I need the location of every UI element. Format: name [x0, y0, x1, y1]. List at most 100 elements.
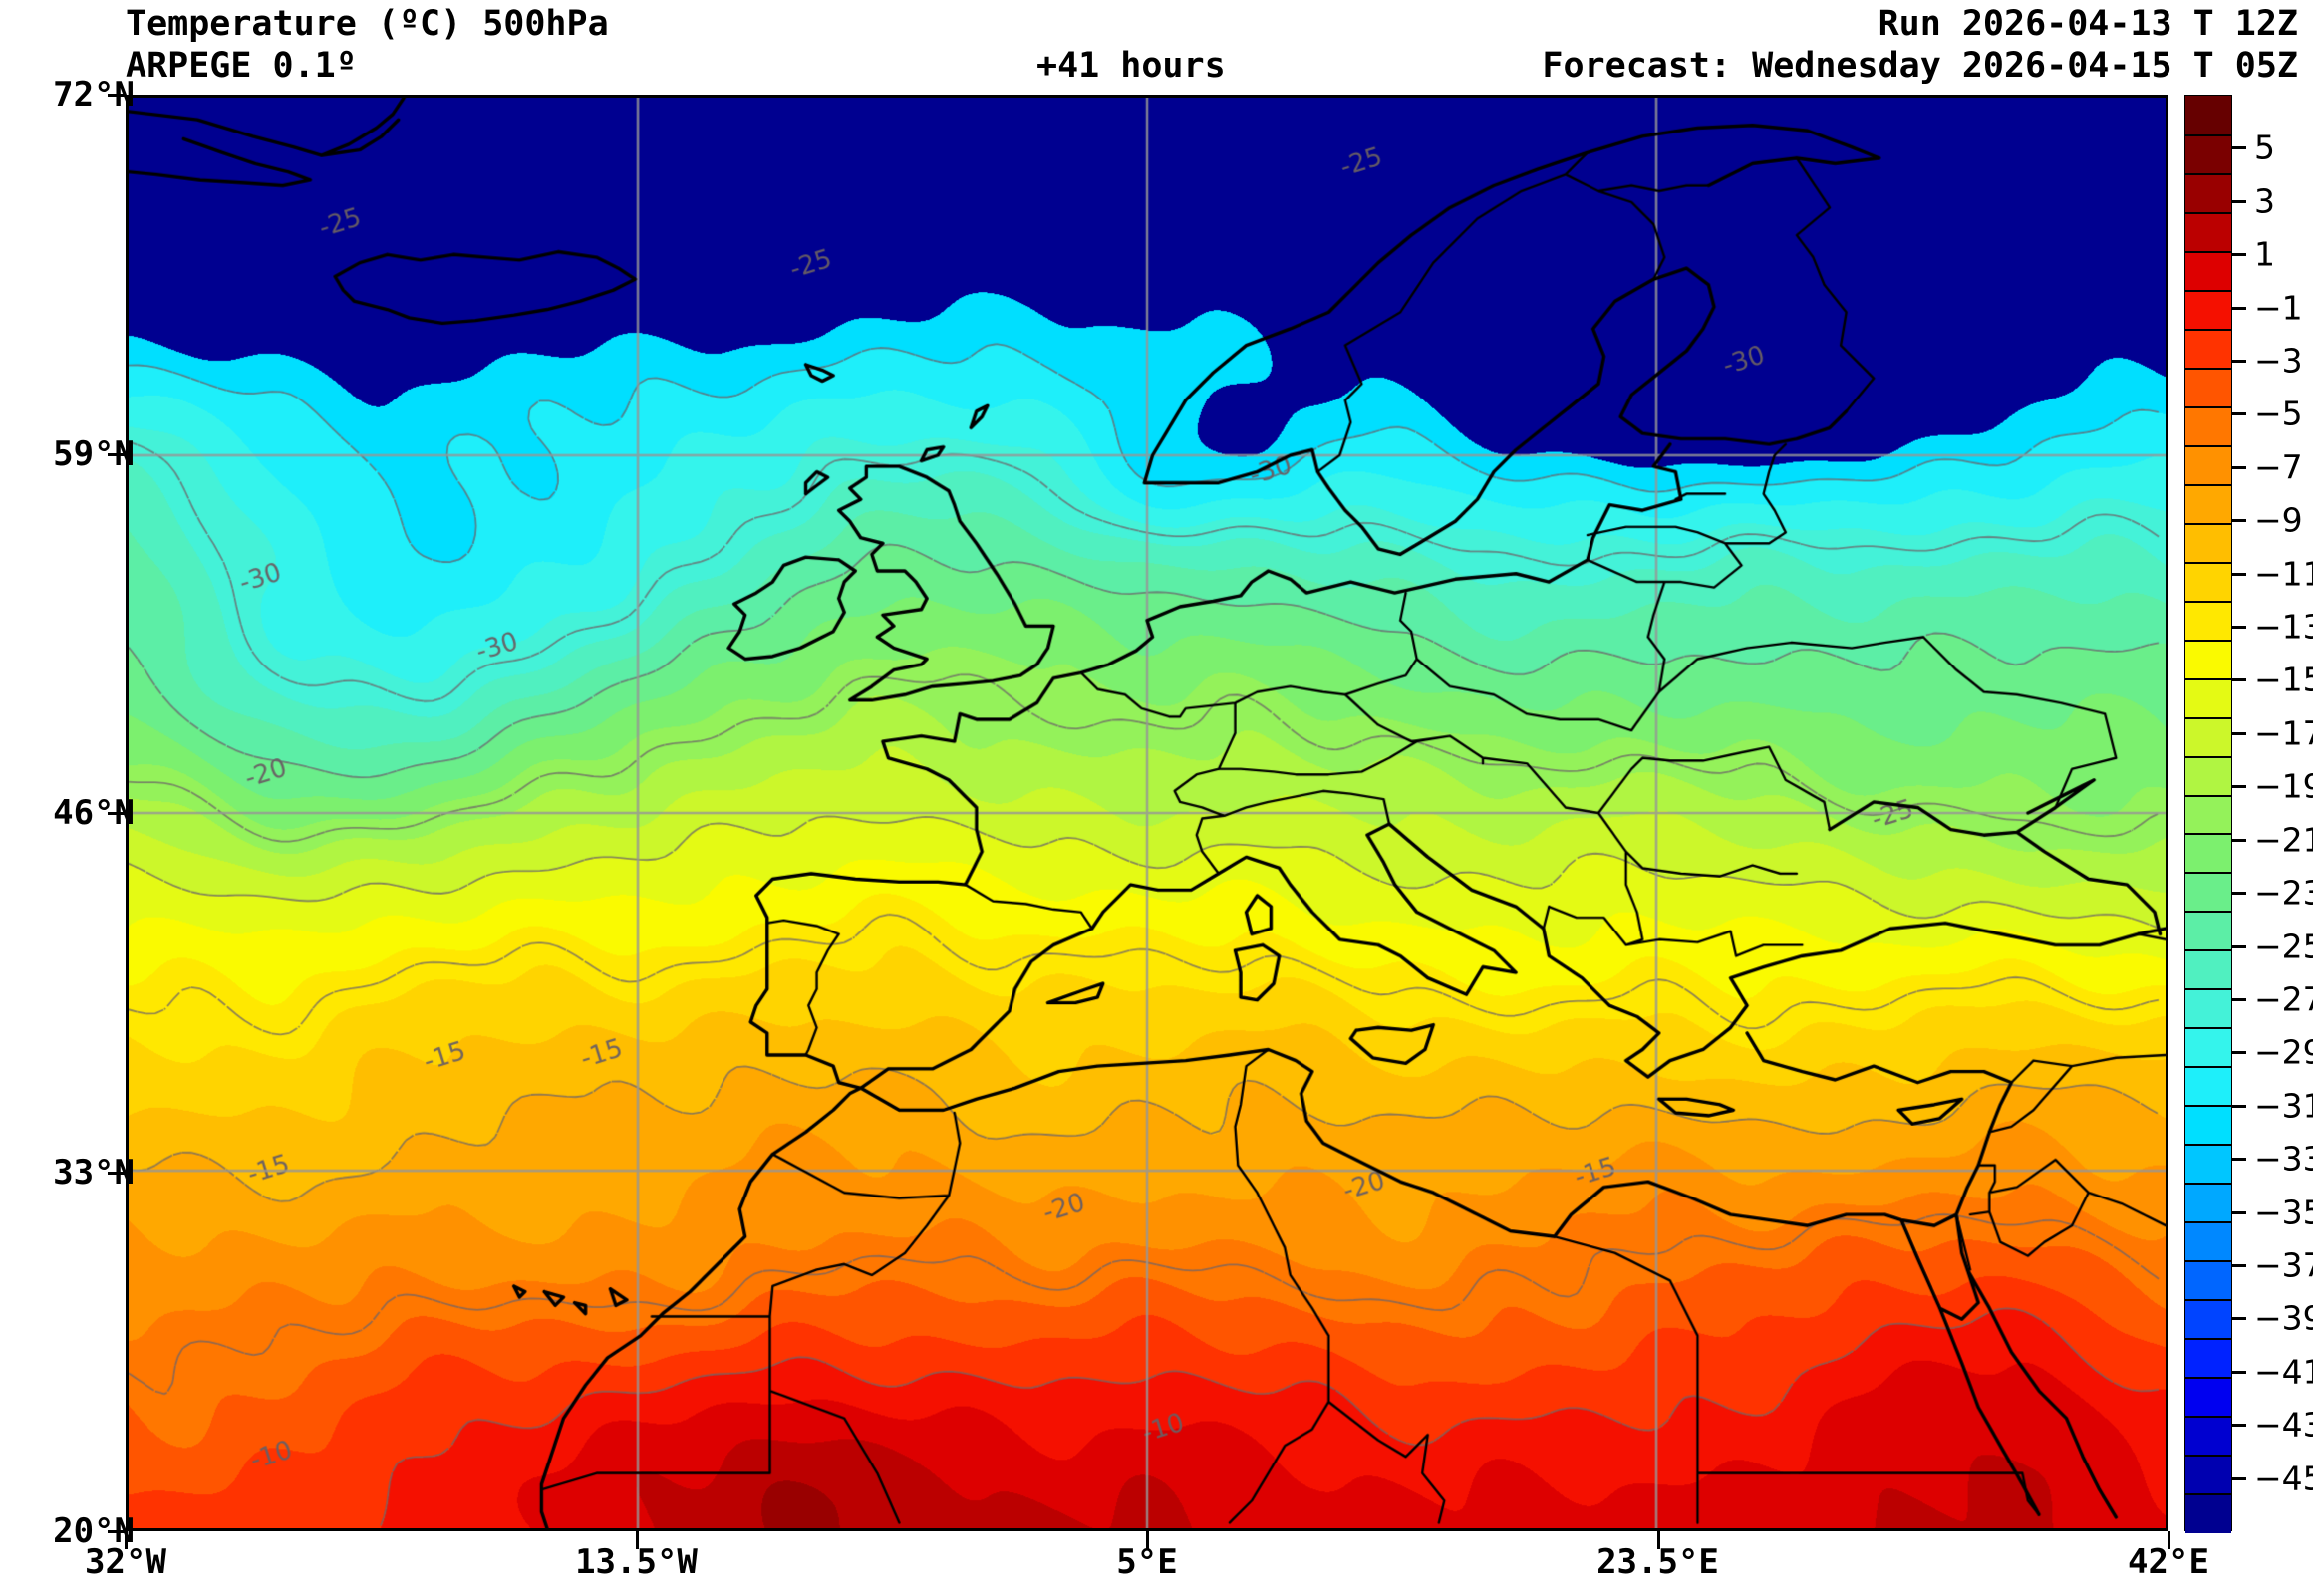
- colorbar-divider: [2185, 289, 2231, 292]
- y-axis-label: 72°N: [53, 75, 135, 115]
- colorbar-tick-label: −15: [2254, 660, 2313, 699]
- colorbar-tick: [2232, 1476, 2246, 1480]
- colorbar-tick: [2232, 146, 2246, 150]
- colorbar-tick: [2232, 892, 2246, 896]
- colorbar-divider: [2185, 1105, 2231, 1108]
- colorbar-segment: [2185, 1299, 2231, 1339]
- colorbar-segment: [2185, 1377, 2231, 1417]
- x-axis-tick: [1146, 1531, 1149, 1549]
- colorbar-segment: [2185, 250, 2231, 291]
- colorbar-tick: [2232, 360, 2246, 364]
- colorbar-tick-label: 1: [2254, 234, 2275, 274]
- y-axis-label: 33°N: [53, 1152, 135, 1193]
- colorbar-segment: [2185, 211, 2231, 252]
- colorbar-tick: [2232, 838, 2246, 842]
- colorbar-divider: [2185, 328, 2231, 331]
- colorbar-segment: [2185, 96, 2231, 135]
- colorbar-tick-label: −27: [2254, 979, 2313, 1019]
- colorbar-divider: [2185, 1027, 2231, 1030]
- colorbar-tick-label: −3: [2254, 341, 2303, 381]
- colorbar-segment: [2185, 677, 2231, 718]
- colorbar-segment: [2185, 1144, 2231, 1184]
- colorbar-segment: [2185, 1066, 2231, 1106]
- colorbar-segment: [2185, 833, 2231, 874]
- colorbar-tick: [2232, 1051, 2246, 1055]
- colorbar-segment: [2185, 444, 2231, 485]
- lead-time-label: +41 hours: [1036, 46, 1226, 86]
- colorbar-divider: [2185, 600, 2231, 603]
- colorbar-segment: [2185, 639, 2231, 679]
- colorbar-divider: [2185, 988, 2231, 991]
- chart-header: Temperature (ºC) 500hPa ARPEGE 0.1º +41 …: [0, 0, 2313, 90]
- colorbar-segment: [2185, 1260, 2231, 1300]
- colorbar-tick: [2232, 253, 2246, 257]
- colorbar-segment: [2185, 755, 2231, 796]
- colorbar-divider: [2185, 1338, 2231, 1341]
- x-axis-label: 42°E: [2128, 1542, 2209, 1582]
- x-axis-tick: [125, 1531, 128, 1549]
- colorbar-divider: [2185, 1183, 2231, 1186]
- colorbar-tick-label: −39: [2254, 1298, 2313, 1338]
- colorbar-segment: [2185, 1493, 2231, 1533]
- run-datetime-label: Run 2026-04-13 T 12Z: [1878, 4, 2298, 44]
- colorbar-tick-label: −23: [2254, 873, 2313, 913]
- colorbar-segment: [2185, 872, 2231, 913]
- colorbar-tick-label: −11: [2254, 554, 2313, 594]
- y-axis-tick: [108, 812, 126, 815]
- colorbar-divider: [2185, 172, 2231, 175]
- colorbar-segment: [2185, 716, 2231, 757]
- colorbar-segment: [2185, 1221, 2231, 1261]
- colorbar-segment: [2185, 1338, 2231, 1378]
- colorbar-divider: [2185, 405, 2231, 408]
- colorbar-divider: [2185, 949, 2231, 952]
- colorbar-tick-label: −45: [2254, 1459, 2313, 1498]
- colorbar-divider: [2185, 755, 2231, 758]
- colorbar-divider: [2185, 1493, 2231, 1496]
- y-axis-label: 46°N: [53, 793, 135, 833]
- colorbar-divider: [2185, 1260, 2231, 1263]
- colorbar-divider: [2185, 1221, 2231, 1224]
- colorbar-divider: [2185, 639, 2231, 642]
- colorbar-tick-label: 3: [2254, 181, 2275, 221]
- colorbar-tick-label: −43: [2254, 1405, 2313, 1445]
- colorbar-tick-label: −37: [2254, 1245, 2313, 1285]
- colorbar-segment: [2185, 988, 2231, 1028]
- colorbar-tick: [2232, 1104, 2246, 1108]
- colorbar-tick: [2232, 412, 2246, 416]
- colorbar-tick: [2232, 306, 2246, 310]
- colorbar-tick: [2232, 785, 2246, 789]
- colorbar-tick: [2232, 1424, 2246, 1428]
- colorbar-tick-label: −9: [2254, 500, 2303, 540]
- colorbar-segment: [2185, 172, 2231, 213]
- colorbar-tick: [2232, 678, 2246, 682]
- colorbar-segment: [2185, 367, 2231, 407]
- colorbar-tick-label: −29: [2254, 1032, 2313, 1072]
- colorbar-segment: [2185, 405, 2231, 446]
- colorbar-segment: [2185, 949, 2231, 989]
- y-axis-label: 59°N: [53, 433, 135, 474]
- colorbar-tick: [2232, 1210, 2246, 1214]
- x-axis-tick: [2168, 1531, 2170, 1549]
- colorbar-divider: [2185, 794, 2231, 797]
- colorbar-segment: [2185, 1027, 2231, 1067]
- colorbar-segment: [2185, 522, 2231, 563]
- colorbar-divider: [2185, 833, 2231, 836]
- colorbar-tick: [2232, 731, 2246, 735]
- temperature-map-plot: [126, 95, 2168, 1531]
- y-axis-label: 20°N: [53, 1511, 135, 1551]
- colorbar-segment: [2185, 1183, 2231, 1222]
- colorbar-divider: [2185, 716, 2231, 719]
- colorbar-segment: [2185, 600, 2231, 641]
- colorbar-divider: [2185, 250, 2231, 253]
- colorbar-divider: [2185, 1377, 2231, 1380]
- colorbar-divider: [2185, 367, 2231, 370]
- colorbar-segment: [2185, 289, 2231, 330]
- colorbar-divider: [2185, 522, 2231, 525]
- model-label: ARPEGE 0.1º: [126, 46, 357, 86]
- colorbar-tick-label: −35: [2254, 1193, 2313, 1232]
- colorbar-tick-label: −31: [2254, 1086, 2313, 1126]
- x-axis-tick: [635, 1531, 639, 1549]
- colorbar-segment: [2185, 1416, 2231, 1456]
- y-axis-tick: [108, 1530, 126, 1533]
- colorbar-divider: [2185, 872, 2231, 875]
